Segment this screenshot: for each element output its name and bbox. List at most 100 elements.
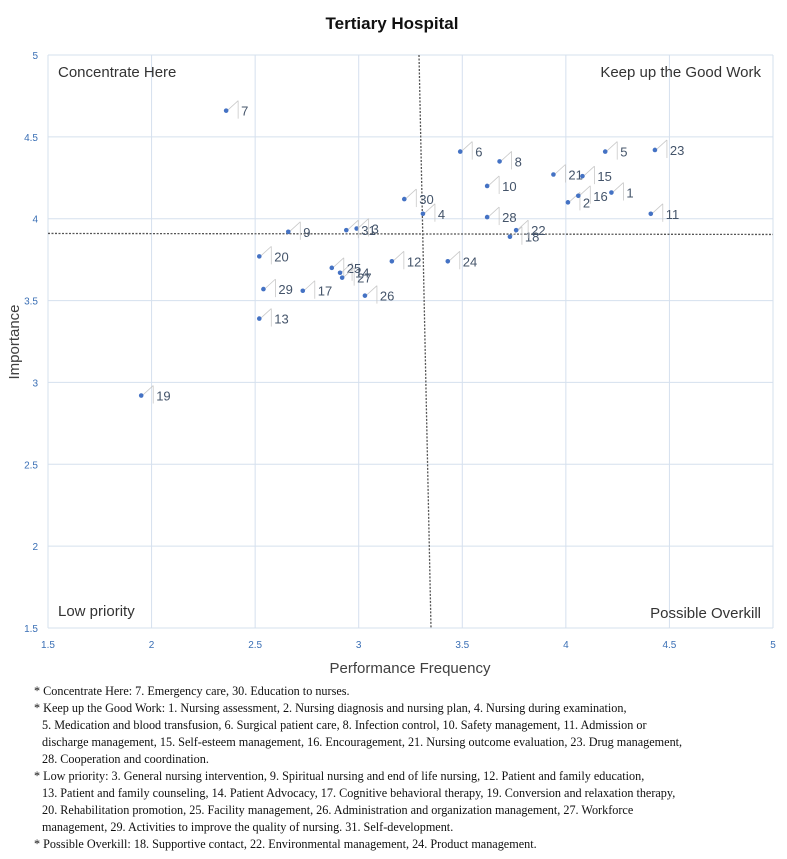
point-leader-line [289,221,301,233]
point-leader-line [487,206,500,218]
data-point-19 [138,393,144,398]
point-leader-line [583,165,595,177]
y-tick-label: 2.5 [24,460,38,471]
note-line: discharge management, 15. Self-esteem ma… [42,735,683,749]
point-label-18: 18 [525,230,539,245]
point-leader-line [340,262,353,274]
point-label-19: 19 [156,389,170,404]
note-line: 13. Patient and family counseling, 14. P… [42,786,676,800]
y-tick-label: 3 [32,378,38,389]
data-point-1 [609,190,614,195]
scatter-chart: 1.5 2 2.5 3 3.5 4 4.5 5 1.522.533.544.55 123456… [6,14,776,677]
note-line: 28. Cooperation and coordination. [42,752,209,766]
point-leader-line [500,151,512,162]
point-label-28: 28 [502,210,516,225]
grid-lines [47,54,774,629]
point-label-14: 14 [355,266,369,281]
point-label-16: 16 [593,189,607,204]
point-label-7: 7 [241,104,248,119]
x-tick-label: 3.5 [455,640,469,651]
data-point-27 [339,275,345,280]
y-tick-labels: 1.5 2 2.5 3 3.5 4 4.5 5 [24,51,38,635]
data-point-29 [261,286,266,292]
data-point-3 [354,226,359,231]
point-leader-line [392,250,405,262]
point-label-6: 6 [475,145,482,160]
point-label-30: 30 [419,192,433,207]
quadrant-label-possible-overkill: Possible Overkill [650,605,761,622]
point-leader-line [357,218,369,229]
point-leader-line [260,308,272,319]
point-label-22: 22 [531,223,545,238]
data-point-13 [256,316,262,321]
data-point-6 [457,149,463,154]
point-label-20: 20 [274,249,288,264]
data-point-4 [420,211,426,217]
data-point-25 [329,265,335,271]
point-leader-line [487,175,500,187]
point-label-11: 11 [666,207,680,222]
data-point-7 [223,108,229,113]
point-label-4: 4 [438,207,445,222]
point-leader-line [655,139,668,151]
data-point-31 [343,227,349,233]
chart-title: Tertiary Hospital [326,14,459,33]
y-tick-label: 1.5 [24,624,38,635]
data-point-11 [648,211,654,217]
y-axis-title: Importance [6,304,23,379]
note-line: * Keep up the Good Work: 1. Nursing asse… [34,701,627,715]
y-tick-label: 2 [32,542,38,553]
point-leader-line [405,188,417,200]
data-point-12 [389,258,395,264]
point-leader-line [460,141,473,152]
point-leader-line [554,164,566,175]
data-point-22 [513,227,519,233]
note-line: * Concentrate Here: 7. Emergency care, 3… [34,684,350,698]
point-leader-line [605,141,618,152]
data-point-30 [401,196,407,202]
data-point-15 [580,173,585,179]
x-tick-label: 4.5 [662,640,676,651]
data-point-14 [337,270,343,276]
point-leader-line [423,203,436,215]
data-point-23 [652,147,658,153]
x-tick-label: 2 [149,640,155,651]
data-point-28 [484,214,490,220]
point-leader-line [612,182,624,193]
point-label-10: 10 [502,179,516,194]
chart-footnotes: * Concentrate Here: 7. Emergency care, 3… [34,683,784,853]
data-point-17 [300,288,306,294]
point-leader-line [226,100,239,111]
x-tick-label: 4 [563,640,569,651]
x-tick-label: 5 [770,640,776,651]
point-leader-line [141,385,154,396]
data-point-24 [445,258,451,264]
x-tick-label: 3 [356,640,362,651]
y-tick-label: 4 [32,215,38,226]
x-tick-labels: 1.5 2 2.5 3 3.5 4 4.5 5 [41,640,776,651]
data-points: 1234567891011121314151617181920212223242… [138,100,684,404]
note-low-priority: * Low priority: 3. General nursing inter… [34,768,784,836]
data-point-2 [565,200,571,205]
note-line: 20. Rehabilitation promotion, 25. Facili… [42,803,634,817]
point-label-9: 9 [303,225,310,240]
point-label-21: 21 [568,168,582,183]
point-label-3: 3 [372,222,379,237]
data-point-9 [285,229,291,235]
point-leader-line [448,250,461,262]
data-point-16 [575,193,581,199]
data-point-10 [484,183,490,189]
x-axis-title: Performance Frequency [330,660,491,677]
x-tick-label: 2.5 [248,640,262,651]
point-leader-line [347,219,359,231]
data-point-20 [256,254,262,259]
data-point-26 [362,293,368,298]
point-label-12: 12 [407,254,421,269]
point-leader-line [651,203,664,215]
point-label-24: 24 [463,254,477,269]
point-label-8: 8 [515,154,522,169]
note-possible-overkill: * Possible Overkill: 18. Supportive cont… [34,836,784,853]
point-leader-line [303,280,316,292]
y-tick-label: 5 [32,51,38,62]
point-label-1: 1 [626,186,633,201]
